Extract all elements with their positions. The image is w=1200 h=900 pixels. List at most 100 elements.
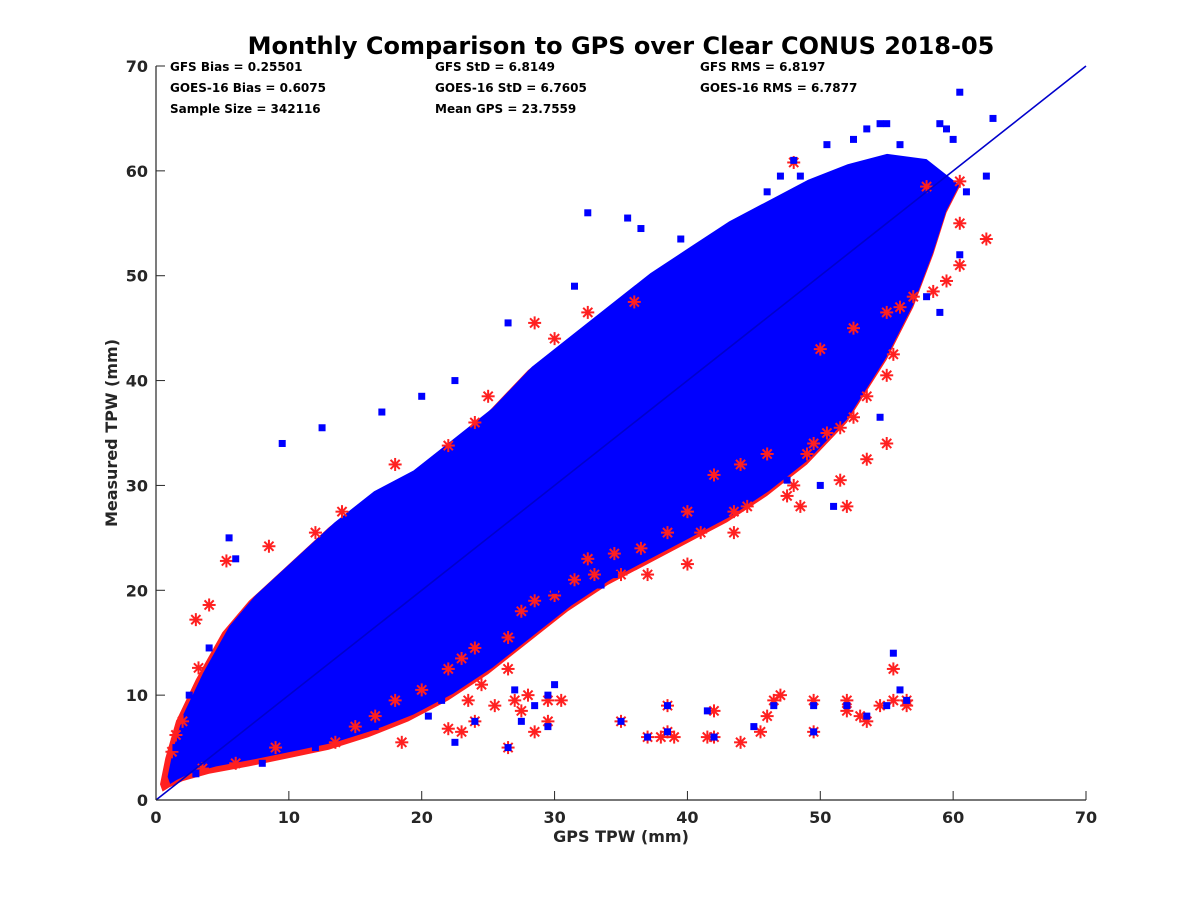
asterisk-point — [694, 526, 708, 540]
y-tick-label: 60 — [126, 162, 148, 181]
asterisk-stroke — [735, 737, 746, 748]
x-tick-label: 20 — [411, 808, 433, 827]
asterisk-stroke — [549, 333, 560, 344]
asterisk-point — [667, 730, 681, 744]
asterisk-point — [886, 347, 900, 361]
square-point — [571, 282, 578, 290]
square-point — [531, 702, 539, 710]
asterisk-point — [734, 735, 748, 749]
asterisk-stroke — [529, 726, 540, 738]
asterisk-point — [979, 232, 993, 246]
square-point — [664, 702, 671, 710]
square-point — [617, 717, 625, 725]
asterisk-stroke — [489, 700, 501, 711]
reference-line — [155, 65, 1087, 801]
square-point — [850, 135, 857, 143]
asterisk-point — [481, 389, 495, 403]
y-tick-label: 70 — [126, 57, 148, 76]
y-tick-label: 0 — [137, 791, 148, 810]
point-cloud-layer — [160, 153, 960, 792]
asterisk-point — [202, 598, 216, 612]
y-tick-label: 20 — [126, 581, 148, 600]
asterisk-point — [614, 568, 628, 582]
asterisk-point — [528, 316, 542, 330]
asterisk-stroke — [369, 710, 381, 722]
asterisk-point — [820, 426, 834, 440]
asterisk-stroke — [761, 710, 773, 722]
asterisk-stroke — [469, 417, 481, 428]
asterisk-point — [169, 728, 183, 742]
asterisk-stroke — [263, 540, 275, 552]
square-point — [205, 644, 213, 652]
x-tick-label: 60 — [942, 808, 964, 827]
x-tick-label: 50 — [809, 808, 831, 827]
square-point — [962, 188, 970, 196]
asterisk-point — [165, 745, 179, 759]
asterisk-point — [860, 452, 874, 466]
asterisk-point — [880, 368, 894, 382]
asterisk-point — [734, 457, 748, 471]
square-point — [843, 702, 851, 710]
asterisk-stroke — [482, 390, 494, 402]
asterisk-stroke — [861, 453, 873, 465]
asterisk-stroke — [708, 705, 720, 717]
asterisk-point — [607, 547, 621, 561]
asterisk-point — [528, 725, 542, 739]
asterisk-stroke — [894, 301, 906, 313]
square-point — [810, 702, 818, 710]
asterisk-point — [926, 284, 940, 298]
square-point — [949, 135, 957, 143]
asterisk-point — [953, 258, 967, 272]
square-point — [750, 723, 758, 731]
asterisk-point — [800, 447, 814, 461]
asterisk-point — [940, 274, 953, 288]
asterisk-stroke — [874, 700, 886, 711]
square-point — [311, 744, 319, 752]
asterisk-point — [488, 699, 502, 713]
asterisk-point — [468, 416, 482, 430]
asterisk-stroke — [741, 501, 753, 512]
stat-annotation: GFS StD = 6.8149 — [435, 60, 555, 74]
asterisk-point — [860, 389, 874, 403]
asterisk-stroke — [589, 569, 600, 580]
asterisk-point — [680, 557, 694, 571]
stat-annotation: GOES-16 RMS = 6.7877 — [700, 81, 857, 95]
square-point — [889, 649, 897, 657]
stats-annotations: GFS Bias = 0.25501 GFS StD = 6.8149 GFS RM… — [170, 60, 857, 116]
asterisk-stroke — [954, 259, 966, 271]
asterisk-point — [441, 439, 455, 453]
asterisk-point — [680, 505, 694, 519]
square-point — [703, 707, 711, 715]
square-point — [790, 156, 798, 164]
asterisk-point — [833, 473, 847, 487]
asterisk-point — [847, 410, 860, 424]
asterisk-point — [388, 693, 402, 707]
square-point — [544, 691, 552, 699]
square-point — [883, 702, 891, 710]
square-point — [172, 744, 180, 752]
y-tick-label: 40 — [126, 372, 148, 391]
asterisk-point — [707, 468, 721, 482]
asterisk-point — [308, 526, 322, 540]
asterisk-point — [833, 421, 847, 435]
asterisk-stroke — [203, 599, 215, 611]
asterisk-stroke — [682, 558, 693, 570]
reference-line-layer — [155, 65, 1087, 801]
asterisk-stroke — [310, 527, 321, 538]
square-point — [783, 476, 791, 484]
square-point — [936, 120, 944, 128]
asterisk-point — [634, 541, 648, 555]
asterisk-stroke — [349, 721, 361, 732]
square-point — [451, 738, 459, 746]
asterisk-stroke — [442, 440, 454, 451]
square-point — [637, 225, 645, 233]
asterisk-point — [813, 342, 827, 356]
square-point — [776, 172, 784, 180]
square-point — [876, 120, 884, 128]
asterisk-stroke — [516, 605, 527, 617]
x-tick-label: 40 — [676, 808, 698, 827]
asterisk-point — [219, 554, 233, 568]
asterisk-point — [501, 630, 515, 644]
square-point — [511, 686, 519, 694]
square-point — [524, 628, 532, 636]
